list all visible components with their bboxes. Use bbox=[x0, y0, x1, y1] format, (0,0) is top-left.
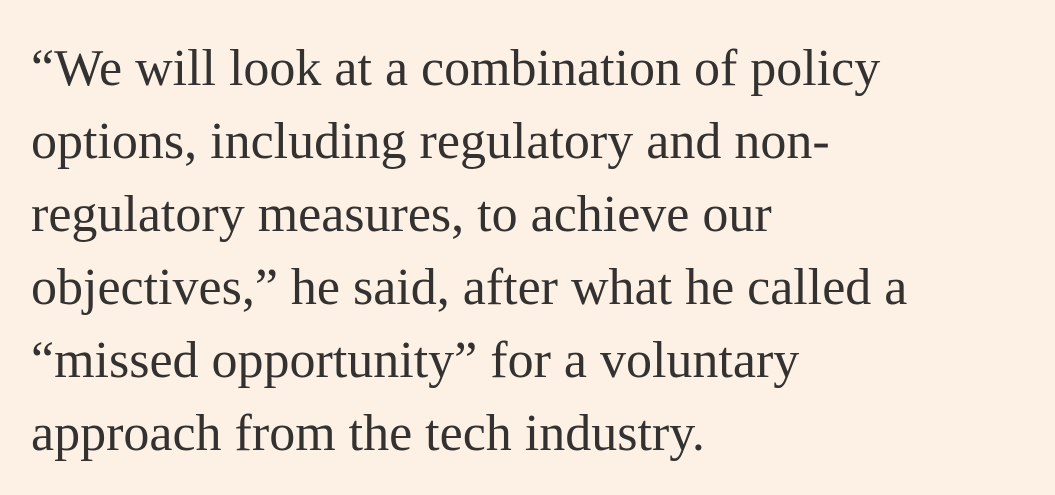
text-line: options, including regulatory and non- bbox=[31, 113, 830, 170]
text-line: regulatory measures, to achieve our bbox=[31, 186, 772, 243]
text-line: “missed opportunity” for a voluntary bbox=[31, 332, 800, 389]
paragraph: “We will look at a combination of policy… bbox=[31, 32, 907, 470]
text-line: approach from the tech industry. bbox=[31, 405, 705, 462]
text-line: objectives,” he said, after what he call… bbox=[31, 259, 908, 316]
text-line: “We will look at a combination of policy bbox=[31, 40, 881, 97]
